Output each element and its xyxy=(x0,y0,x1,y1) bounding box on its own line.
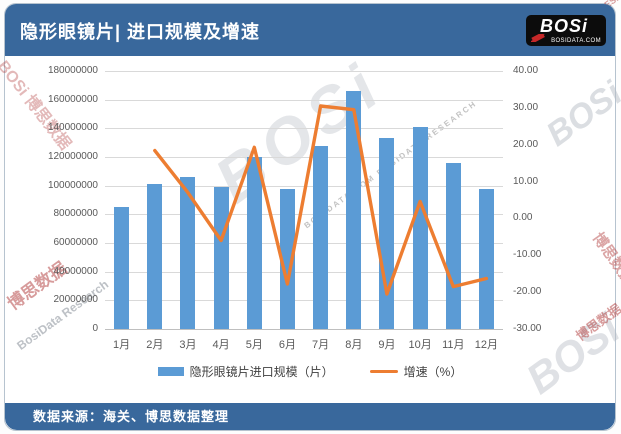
y-axis-tick-left: 0 xyxy=(92,323,98,334)
x-axis-label: 4月 xyxy=(212,339,230,351)
gridline xyxy=(105,214,503,216)
x-axis-label: 2月 xyxy=(146,339,164,351)
y-axis-tick-left: 40000000 xyxy=(53,265,99,277)
bar-10月 xyxy=(412,126,428,329)
page-title: 隐形眼镜片| 进口规模及增速 xyxy=(20,22,261,42)
bar-11月 xyxy=(445,162,461,329)
gridline xyxy=(105,271,503,273)
x-axis-label: 1月 xyxy=(113,339,131,351)
x-axis-label: 9月 xyxy=(378,339,396,351)
y-axis-tick-left: 160000000 xyxy=(47,93,98,105)
gridline xyxy=(105,99,503,101)
legend-bar-swatch xyxy=(157,367,184,376)
bosi-logo-domain: BOSIDATA.COM xyxy=(551,38,601,44)
chart-card: 隐形眼镜片| 进口规模及增速 BOSi BOSIDATA.COM 1800000… xyxy=(4,3,616,431)
bar-1月 xyxy=(114,207,130,329)
x-axis-label: 7月 xyxy=(312,339,330,351)
bar-12月 xyxy=(478,188,494,329)
bosi-logo: BOSi BOSIDATA.COM xyxy=(526,15,606,46)
bar-3月 xyxy=(180,177,196,329)
y-axis-tick-left: 20000000 xyxy=(53,294,99,306)
x-axis-line xyxy=(105,329,503,330)
gridline xyxy=(105,300,503,302)
legend-bar-label: 隐形眼镜片进口规模（片） xyxy=(189,365,334,379)
logo-stripe-icon xyxy=(531,34,545,42)
chart-legend: 隐形眼镜片进口规模（片） 增速（%） xyxy=(5,363,615,380)
y-axis-tick-right: -20.00 xyxy=(513,286,542,298)
y-axis-tick-right: -10.00 xyxy=(513,249,542,261)
x-axis-label: 3月 xyxy=(179,339,197,351)
bar-9月 xyxy=(379,138,395,329)
chart-footer: 数据来源：海关、博思数据整理 xyxy=(5,403,615,430)
y-axis-tick-right: 10.00 xyxy=(513,175,539,187)
gridline xyxy=(105,243,503,244)
x-axis-label: 5月 xyxy=(245,339,263,351)
y-axis-tick-right: 40.00 xyxy=(513,65,539,76)
x-axis-label: 11月 xyxy=(442,339,465,351)
legend-item-growth: 增速（%） xyxy=(369,363,463,380)
bar-5月 xyxy=(246,157,262,329)
gridline xyxy=(105,185,503,187)
bar-8月 xyxy=(346,91,362,329)
y-axis-tick-left: 140000000 xyxy=(47,122,98,134)
y-axis-tick-right: 30.00 xyxy=(513,101,539,113)
bar-7月 xyxy=(313,145,329,329)
y-axis-tick-left: 100000000 xyxy=(47,179,98,191)
y-axis-tick-left: 180000000 xyxy=(47,65,98,76)
legend-item-import-scale: 隐形眼镜片进口规模（片） xyxy=(157,363,334,380)
y-axis-tick-left: 60000000 xyxy=(53,237,99,248)
legend-line-label: 增速（%） xyxy=(403,365,463,379)
legend-line-swatch xyxy=(369,369,398,374)
y-axis-tick-left: 80000000 xyxy=(53,208,99,220)
y-axis-tick-left: 120000000 xyxy=(47,151,98,162)
x-axis-label: 8月 xyxy=(345,339,363,351)
y-axis-tick-right: 20.00 xyxy=(513,138,539,150)
y-axis-tick-right: 0.00 xyxy=(513,212,533,224)
gridline xyxy=(105,71,503,72)
bosi-logo-text: BOSi xyxy=(539,16,588,36)
data-source-text: 数据来源：海关、博思数据整理 xyxy=(33,409,230,424)
bar-2月 xyxy=(147,184,163,329)
bar-4月 xyxy=(213,187,229,329)
gridline xyxy=(105,128,503,130)
import-scale-growth-chart: 180000000 160000000 140000000 120000000 1000… xyxy=(5,56,615,356)
y-axis-tick-right: -30.00 xyxy=(513,323,542,334)
x-axis-label: 12月 xyxy=(474,339,499,351)
x-axis-label: 6月 xyxy=(278,339,296,351)
bar-6月 xyxy=(279,188,295,329)
x-axis-label: 10月 xyxy=(408,339,432,351)
gridline xyxy=(105,157,503,158)
chart-header: 隐形眼镜片| 进口规模及增速 BOSi BOSIDATA.COM xyxy=(5,4,615,56)
